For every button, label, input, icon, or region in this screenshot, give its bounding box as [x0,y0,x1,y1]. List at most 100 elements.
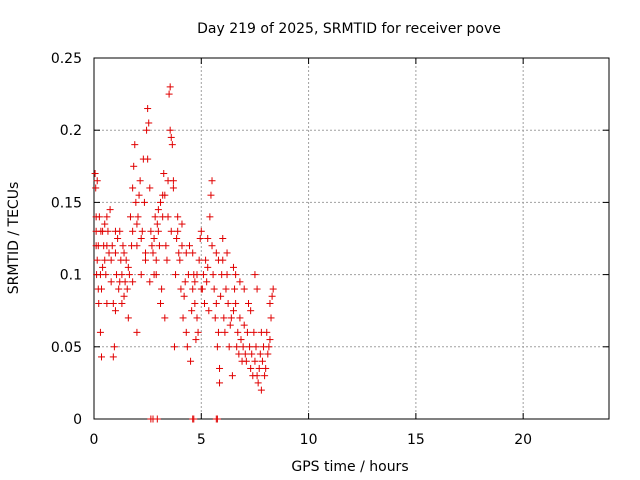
data-point [153,220,161,228]
data-point [93,177,101,185]
y-tick-label: 0.05 [51,340,82,356]
data-point [123,285,131,293]
data-point [150,235,158,242]
data-point [116,227,124,235]
data-point [248,350,256,358]
data-point [91,170,99,178]
data-points [91,83,277,423]
data-point [187,357,195,365]
data-point [251,357,259,365]
data-point [129,278,137,286]
data-point [152,271,160,279]
data-point [221,328,229,336]
data-point [95,299,103,307]
data-point [222,285,230,293]
data-point [129,227,137,235]
data-point [154,206,162,214]
data-point [231,285,239,293]
chart-title: Day 219 of 2025, SRMTID for receiver pov… [197,21,501,37]
data-point [191,299,199,307]
data-point [110,343,118,351]
data-point [226,321,234,329]
y-tick-label: 0.2 [60,123,82,139]
data-point [99,263,107,271]
data-point [137,235,145,242]
data-point [189,249,197,257]
data-point [124,263,132,271]
x-tick-label: 15 [407,432,425,448]
y-tick-label: 0.15 [51,195,82,211]
data-point [246,343,254,351]
data-point [197,285,205,293]
data-point [232,271,240,279]
data-point [193,271,201,279]
data-point [164,213,172,221]
data-point [183,343,191,351]
data-point [164,177,172,185]
data-point [135,191,143,199]
data-point [119,242,127,250]
data-point [243,328,251,336]
data-point [262,364,270,372]
data-point [253,285,261,293]
data-point [202,256,210,264]
data-point [159,191,167,199]
data-point [107,256,115,264]
data-point [208,177,216,185]
data-point [144,155,152,163]
data-point [213,343,221,351]
data-point [152,256,160,264]
data-point [129,184,137,192]
data-point [118,299,126,307]
data-point [191,278,199,286]
data-point [153,415,161,423]
data-point [149,249,157,257]
data-point [177,285,185,293]
data-point [166,83,174,91]
x-tick-label: 10 [300,432,318,448]
data-point [145,119,153,127]
data-point [245,299,252,307]
data-point [157,299,165,307]
data-point [266,336,274,344]
data-point [133,328,141,336]
data-point [98,353,106,361]
data-point [161,314,169,322]
data-point [181,278,189,286]
data-point [114,235,122,242]
y-tick-label: 0.25 [51,51,82,67]
data-point [137,271,145,279]
data-point [234,328,242,336]
data-point [174,213,182,221]
data-point [269,285,277,293]
data-point [109,353,117,361]
data-point [93,256,101,264]
data-point [101,220,109,228]
data-point [124,314,132,322]
data-point [131,141,139,149]
y-axis-label: SRMTID / TECUs [6,182,22,295]
x-tick-label: 5 [197,432,206,448]
data-point [174,227,182,235]
data-point [229,307,237,315]
data-point [257,328,265,336]
data-point [193,314,201,322]
data-point [133,220,141,228]
data-point [204,235,212,242]
data-point [195,256,203,264]
data-point [178,242,186,250]
data-point [173,235,181,242]
data-point [266,299,274,307]
data-point [265,343,273,351]
data-point [122,256,130,264]
data-point [207,191,215,199]
data-point [165,90,173,98]
data-point [224,299,232,307]
data-point [169,184,177,192]
x-tick-label: 0 [90,432,99,448]
data-point [155,242,163,250]
y-tick-label: 0 [73,412,82,428]
data-point [219,235,227,242]
data-point [95,213,103,221]
data-point [239,343,247,351]
